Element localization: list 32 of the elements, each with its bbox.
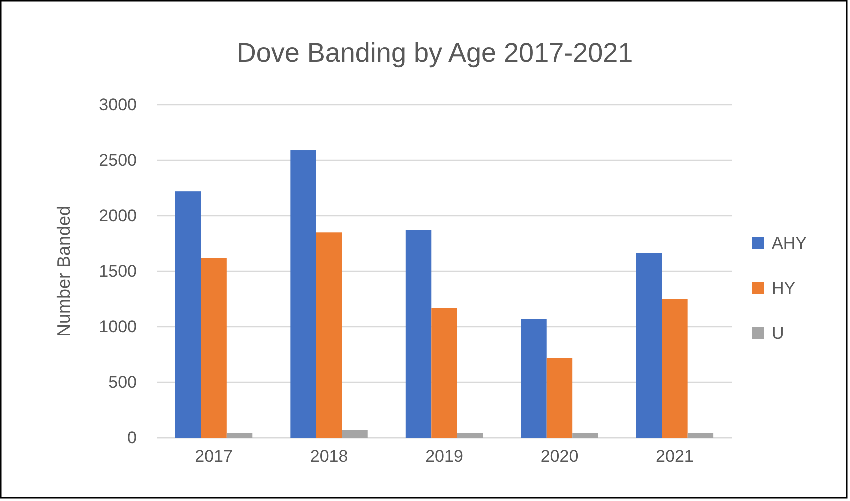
x-tick-label: 2020 [540,447,579,466]
chart-title: Dove Banding by Age 2017-2021 [236,38,634,68]
y-tick-label: 0 [128,428,137,448]
y-tick-label: 1500 [99,262,137,281]
bar [457,433,484,438]
bar [406,230,432,438]
y-tick-label: 2500 [99,150,137,170]
bar [662,299,688,438]
y-axis-title: Number Banded [54,206,74,338]
bar [636,253,662,438]
y-tick-label: 1000 [99,317,137,336]
y-tick-label: 2000 [99,206,137,226]
legend-label: AHY [772,234,807,253]
y-tick-label: 500 [108,372,137,392]
y-tick-label: 3000 [99,95,137,114]
x-tick-label: 2018 [310,447,348,466]
bar [175,192,202,438]
x-tick-label: 2019 [426,447,464,466]
x-tick-label: 2017 [195,447,233,466]
bar [521,319,547,438]
bar [226,433,253,438]
bar [546,358,573,438]
bar [688,433,714,438]
x-tick-label: 2021 [656,447,694,466]
bar [201,258,227,438]
legend-label: HY [772,279,796,298]
bar [316,232,342,438]
bar [572,433,598,438]
bar [432,308,458,438]
legend-label: U [772,324,784,343]
bar [290,150,316,438]
bar [342,430,368,438]
